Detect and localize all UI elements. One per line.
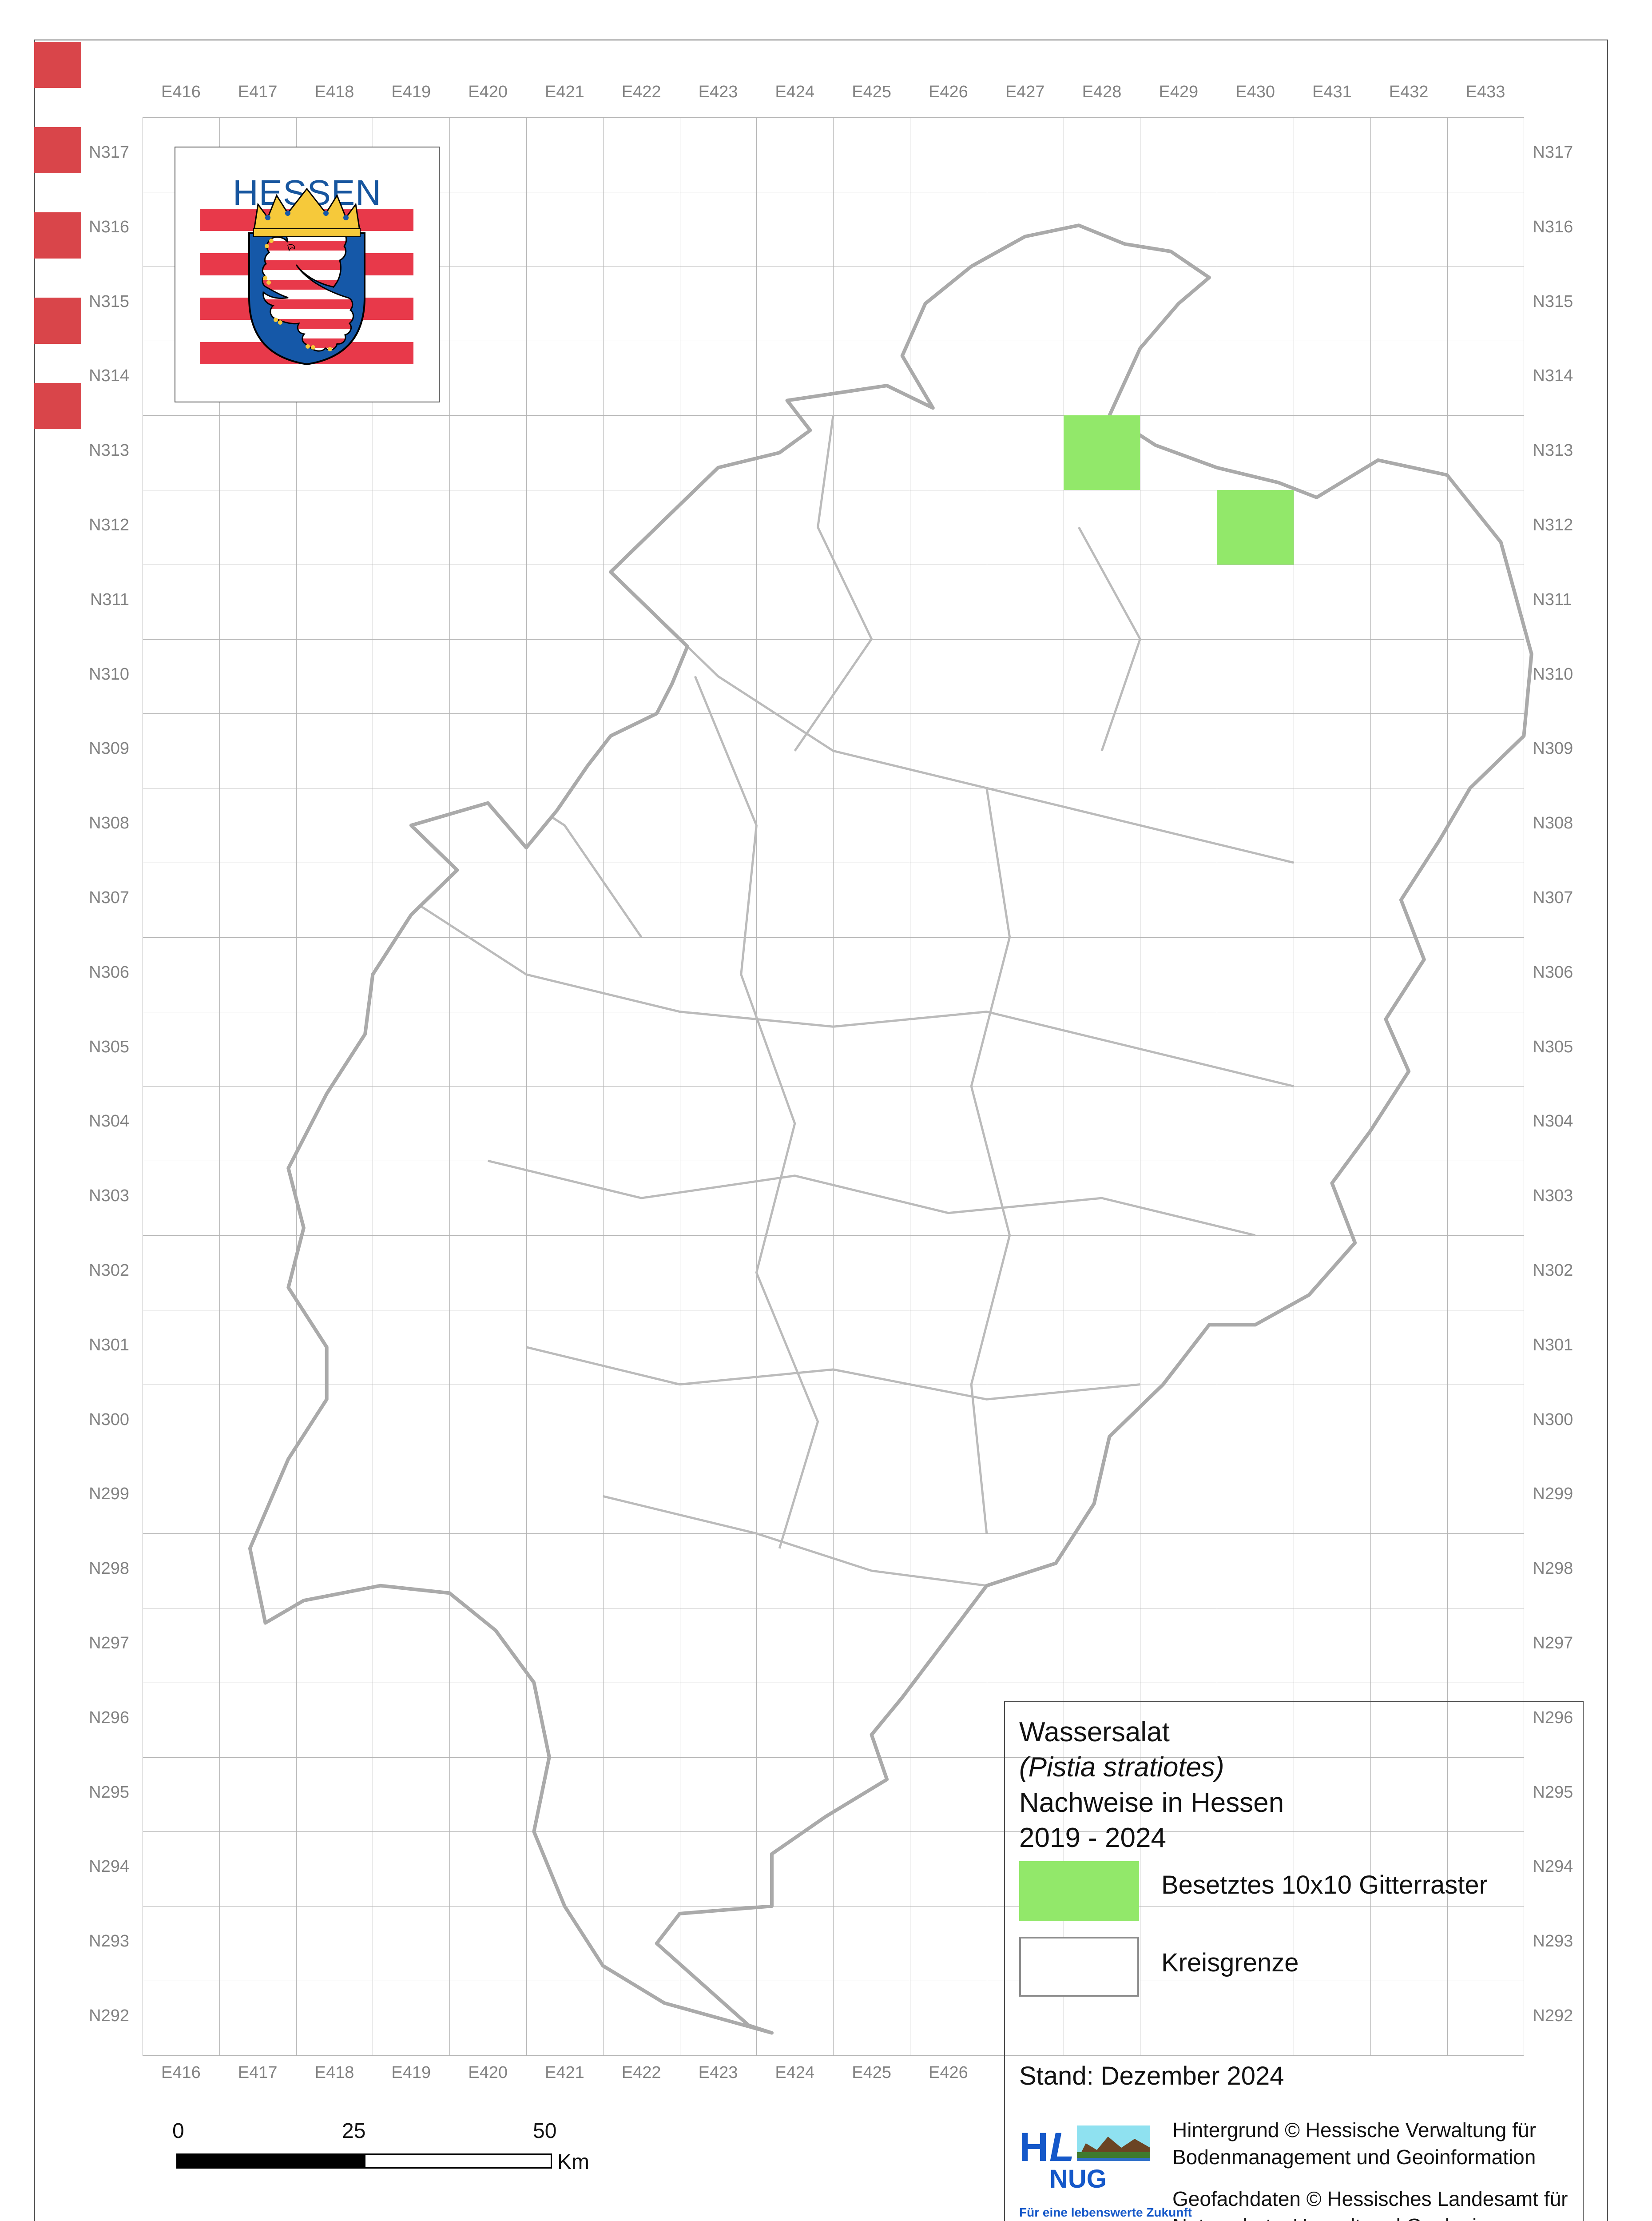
- svg-text:H: H: [1019, 2125, 1048, 2170]
- svg-text:NUG: NUG: [1049, 2165, 1107, 2193]
- svg-text:L: L: [1049, 2125, 1074, 2170]
- svg-text:Für eine lebenswerte Zukunft: Für eine lebenswerte Zukunft: [1019, 2205, 1192, 2219]
